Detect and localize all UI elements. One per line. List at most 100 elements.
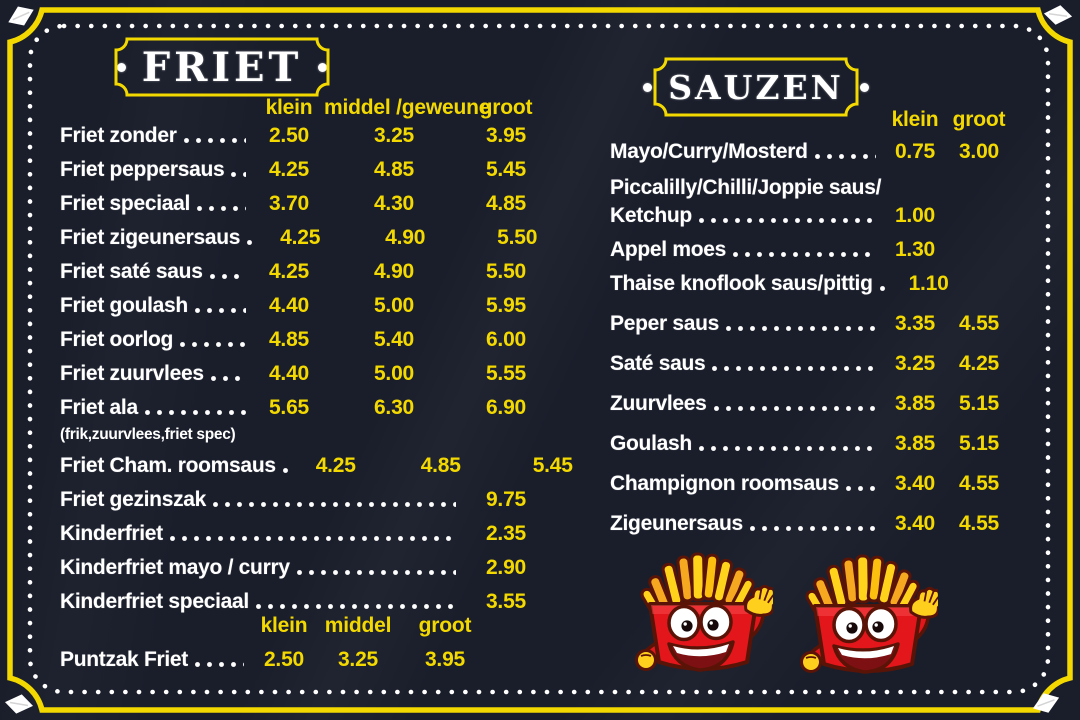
item-price: 3.95 (485, 124, 527, 147)
item-price: 1.10 (908, 272, 949, 295)
column-header-klein: klein (260, 614, 308, 637)
item-price: 4.85 (485, 192, 527, 215)
dotted-leader (282, 468, 293, 473)
sauzen-column-headers: klein groot (610, 108, 1012, 132)
menu-row: Friet zigeunersaus 4.25 4.90 5.50 (60, 226, 548, 250)
item-price: 6.00 (485, 328, 527, 351)
friet-plaque: FRIET (113, 36, 331, 98)
item-label: Friet saté saus (60, 260, 203, 283)
item-price: 9.75 (485, 488, 527, 511)
dotted-leader (183, 138, 246, 143)
dotted-leader (698, 218, 876, 223)
item-price: 3.25 (373, 124, 415, 147)
column-header-klein: klein (891, 108, 939, 131)
item-price: 4.55 (958, 312, 1000, 335)
item-subrow: (frik,zuurvlees,friet spec) (60, 426, 548, 444)
item-price: 5.00 (373, 294, 415, 317)
menu-row: Friet Cham. roomsaus 4.25 4.85 5.45 (60, 454, 573, 478)
dotted-leader (213, 502, 456, 507)
item-price: 4.40 (268, 294, 310, 317)
menu-row: Friet goulash 4.40 5.00 5.95 (60, 294, 548, 318)
item-price: 5.50 (485, 260, 527, 283)
item-price: 5.95 (485, 294, 527, 317)
menu-row: Friet zuurvlees 4.40 5.00 5.55 (60, 362, 548, 386)
dotted-leader (296, 570, 456, 575)
plaque-dot-icon (116, 62, 126, 72)
menu-row: Friet peppersaus 4.25 4.85 5.45 (60, 158, 548, 182)
item-price: 2.35 (485, 522, 527, 545)
menu-row: Saté saus 3.25 4.25 (610, 352, 1012, 376)
plaque-dot-icon (318, 62, 328, 72)
item-price: 3.55 (485, 590, 527, 613)
item-price: 4.90 (385, 226, 426, 249)
plaque-border (653, 57, 859, 117)
item-label: Friet peppersaus (60, 158, 225, 181)
item-price: 5.45 (485, 158, 527, 181)
item-label: Friet Cham. roomsaus (60, 454, 276, 477)
menu-row: Appel moes 1.30 (610, 238, 1012, 262)
sauzen-price-table: Mayo/Curry/Mosterd 0.75 3.00 Piccalilly/Chi… (610, 140, 1012, 552)
item-price: 5.55 (485, 362, 527, 385)
item-sublabel: (frik,zuurvlees,friet spec) (60, 426, 236, 443)
item-price: 2.50 (263, 648, 305, 671)
item-label: Friet gezinszak (60, 488, 207, 511)
menu-row: Friet ala 5.65 6.30 6.90 (60, 396, 548, 420)
puntzak-price-table: Puntzak Friet 2.50 3.25 3.95 (60, 648, 490, 672)
item-price: 6.90 (485, 396, 527, 419)
dotted-leader (180, 342, 246, 347)
item-label: Friet oorlog (60, 328, 174, 351)
item-price: 1.00 (894, 204, 936, 227)
dotted-leader (713, 406, 876, 411)
item-label: Goulash (610, 432, 692, 455)
item-label: Mayo/Curry/Mosterd (610, 140, 808, 163)
item-price: 4.85 (268, 328, 310, 351)
dotted-leader (698, 446, 876, 451)
item-price: 4.85 (420, 454, 461, 477)
dotted-leader (247, 240, 258, 245)
item-price: 5.45 (532, 454, 573, 477)
menu-row: Kinderfriet mayo / curry 2.90 (60, 556, 548, 580)
dotted-leader (169, 536, 456, 541)
dotted-leader (194, 662, 244, 667)
dotted-leader (197, 206, 246, 211)
item-price: 3.25 (894, 352, 936, 375)
item-label: Zuurvlees (610, 392, 707, 415)
sauzen-plaque: SAUZEN (643, 56, 869, 118)
item-price: 0.75 (894, 140, 936, 163)
dotted-leader (209, 274, 246, 279)
item-label: Friet zigeunersaus (60, 226, 241, 249)
column-header-middel: middel /geweune (324, 96, 491, 119)
item-label: Friet zuurvlees (60, 362, 204, 385)
item-price: 4.90 (373, 260, 415, 283)
item-label: Piccalilly/Chilli/Joppie saus/ (610, 176, 882, 199)
item-price: 5.15 (958, 392, 1000, 415)
dotted-leader (879, 286, 890, 291)
menu-row: Champignon roomsaus 3.40 4.55 (610, 472, 1012, 496)
item-price: 4.40 (268, 362, 310, 385)
item-label: Saté saus (610, 352, 706, 375)
column-header-groot: groot (952, 108, 1006, 131)
item-label: Friet goulash (60, 294, 188, 317)
item-price: 3.35 (894, 312, 936, 335)
item-price: 6.30 (373, 396, 415, 419)
dotted-leader (231, 172, 246, 177)
plaque-border (114, 37, 330, 97)
column-header-middel: middel (324, 614, 392, 637)
corner-fold-icon (1032, 693, 1060, 713)
menu-row: Friet speciaal 3.70 4.30 4.85 (60, 192, 548, 216)
item-price: 2.90 (485, 556, 527, 579)
puntzak-column-headers: klein middel groot (60, 614, 490, 638)
dotted-leader (749, 526, 876, 531)
menu-row: Kinderfriet speciaal 3.55 (60, 590, 548, 614)
item-label: Peper saus (610, 312, 720, 335)
item-price: 3.40 (894, 472, 936, 495)
item-price: 4.55 (958, 472, 1000, 495)
item-label: Champignon roomsaus (610, 472, 839, 495)
item-label: Appel moes (610, 238, 727, 261)
menu-row: Peper saus 3.35 4.55 (610, 312, 1012, 336)
item-price: 5.40 (373, 328, 415, 351)
menu-row: Puntzak Friet 2.50 3.25 3.95 (60, 648, 490, 672)
item-price: 4.30 (373, 192, 415, 215)
friet-column-headers: klein middel /geweune groot (60, 96, 548, 120)
item-price: 5.65 (268, 396, 310, 419)
